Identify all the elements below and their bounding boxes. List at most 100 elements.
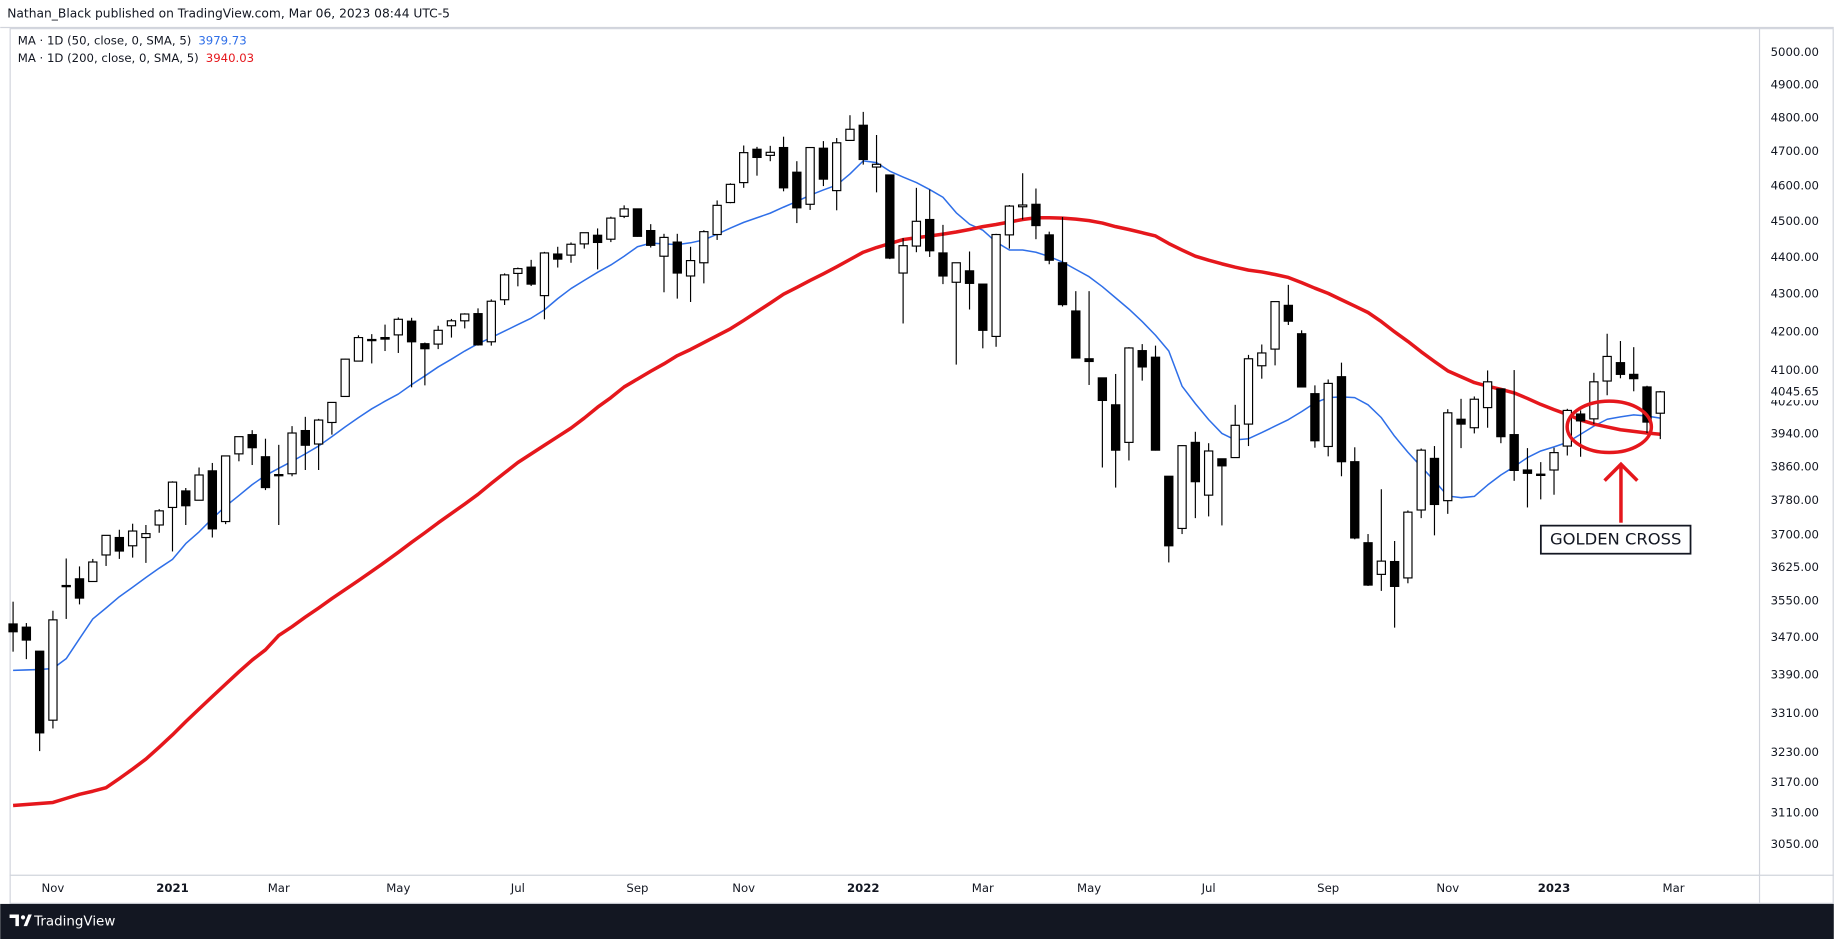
candle-body bbox=[526, 266, 536, 285]
candle-body bbox=[792, 171, 802, 209]
candle-body bbox=[964, 270, 975, 284]
candle-body bbox=[1350, 461, 1360, 539]
y-tick-label: 4200.00 bbox=[1771, 324, 1819, 338]
candle-body bbox=[592, 234, 603, 244]
y-tick-label: 3780.00 bbox=[1771, 493, 1819, 507]
candle-body bbox=[274, 473, 284, 477]
candle-body bbox=[1602, 355, 1612, 382]
candle-body bbox=[632, 208, 643, 237]
candle-body bbox=[21, 626, 32, 641]
annotation-circle bbox=[1565, 399, 1654, 455]
candle-body bbox=[433, 329, 443, 345]
candle-body bbox=[207, 470, 218, 530]
footer-logo bbox=[9, 914, 32, 927]
candle-body bbox=[1270, 301, 1280, 350]
candle-body bbox=[1615, 362, 1626, 375]
candle-body bbox=[8, 623, 18, 633]
candle-body bbox=[646, 229, 656, 246]
candle-body bbox=[1057, 262, 1068, 306]
y-tick-label: 3860.00 bbox=[1771, 460, 1819, 474]
candle-body bbox=[247, 434, 257, 449]
y-tick-label: 5000.00 bbox=[1771, 45, 1819, 59]
y-tick-label: 3050.00 bbox=[1771, 837, 1819, 851]
x-tick-label: Mar bbox=[268, 881, 290, 895]
candle-body bbox=[1456, 418, 1466, 425]
candle-body bbox=[1084, 358, 1094, 363]
y-tick-label: 3550.00 bbox=[1771, 594, 1819, 608]
candle-body bbox=[1589, 381, 1599, 420]
y-tick-label: 3170.00 bbox=[1771, 775, 1819, 789]
y-tick-label: 3470.00 bbox=[1771, 630, 1819, 644]
candle-body bbox=[1363, 542, 1373, 586]
candle-body bbox=[260, 456, 271, 489]
candle-body bbox=[606, 217, 616, 240]
candle-body bbox=[406, 320, 417, 343]
candle-body bbox=[48, 619, 58, 721]
legend-label: MA · 1D (200, close, 0, SMA, 5) bbox=[18, 51, 199, 65]
candle-body bbox=[553, 253, 563, 260]
x-tick-label: May bbox=[1077, 881, 1101, 895]
candle-body bbox=[1110, 404, 1121, 451]
candle-body bbox=[1230, 424, 1240, 459]
y-tick-label: 3230.00 bbox=[1771, 745, 1819, 759]
candle-body bbox=[805, 146, 815, 205]
candle-body bbox=[1124, 347, 1134, 443]
candle-body bbox=[340, 358, 350, 398]
last-price-box bbox=[1761, 383, 1832, 401]
x-tick-label: Mar bbox=[972, 881, 994, 895]
candle-body bbox=[659, 236, 669, 257]
candle-body bbox=[353, 336, 364, 362]
candle-body bbox=[1203, 450, 1214, 496]
candle-body bbox=[1642, 386, 1652, 423]
candle-body bbox=[167, 481, 178, 509]
candle-body bbox=[566, 243, 576, 256]
candle-body bbox=[513, 268, 523, 274]
plot-area bbox=[8, 111, 1665, 808]
candle-body bbox=[1243, 358, 1254, 425]
candle-body bbox=[181, 490, 191, 507]
candle-body bbox=[154, 510, 164, 526]
candle-body bbox=[1416, 449, 1426, 511]
candle-body bbox=[446, 320, 457, 327]
candle-body bbox=[1403, 511, 1413, 579]
chart-border bbox=[9, 28, 1834, 904]
candle-body bbox=[1283, 304, 1294, 322]
candle-body bbox=[1376, 560, 1387, 575]
candle-body bbox=[1137, 350, 1147, 368]
candle-body bbox=[818, 147, 829, 180]
y-tick-label: 4500.00 bbox=[1771, 214, 1819, 228]
candle-body bbox=[101, 534, 111, 556]
candle-body bbox=[1296, 333, 1307, 388]
candle-body bbox=[1336, 376, 1347, 463]
candle-body bbox=[1496, 388, 1506, 438]
y-tick-label: 4400.00 bbox=[1771, 250, 1819, 264]
candle-body bbox=[1575, 413, 1586, 422]
candle-body bbox=[1549, 452, 1559, 471]
candle-body bbox=[313, 419, 324, 445]
candle-body bbox=[1310, 393, 1320, 442]
candle-body bbox=[194, 474, 204, 501]
candle-body bbox=[234, 436, 244, 455]
x-tick-label: 2022 bbox=[847, 881, 880, 895]
candle-body bbox=[1071, 310, 1081, 359]
candle-body bbox=[539, 252, 550, 297]
candle-body bbox=[1017, 204, 1028, 208]
legend-value: 3940.03 bbox=[206, 51, 254, 65]
y-tick-label: 4300.00 bbox=[1771, 287, 1819, 301]
candle-body bbox=[499, 274, 510, 301]
candle-body bbox=[1323, 382, 1333, 448]
candle-body bbox=[579, 232, 589, 245]
candle-body bbox=[486, 300, 496, 343]
candle-body bbox=[1655, 391, 1665, 414]
legend-label: MA · 1D (50, close, 0, SMA, 5) bbox=[18, 33, 192, 47]
footer-text: TradingView bbox=[33, 914, 115, 929]
candle-body bbox=[1429, 457, 1440, 506]
candle-body bbox=[88, 561, 98, 583]
y-tick-label: 3110.00 bbox=[1771, 806, 1819, 820]
x-tick-label: Jul bbox=[1201, 881, 1216, 895]
candle-body bbox=[367, 338, 377, 342]
candle-body bbox=[1044, 234, 1054, 261]
ma-line bbox=[12, 215, 1661, 808]
